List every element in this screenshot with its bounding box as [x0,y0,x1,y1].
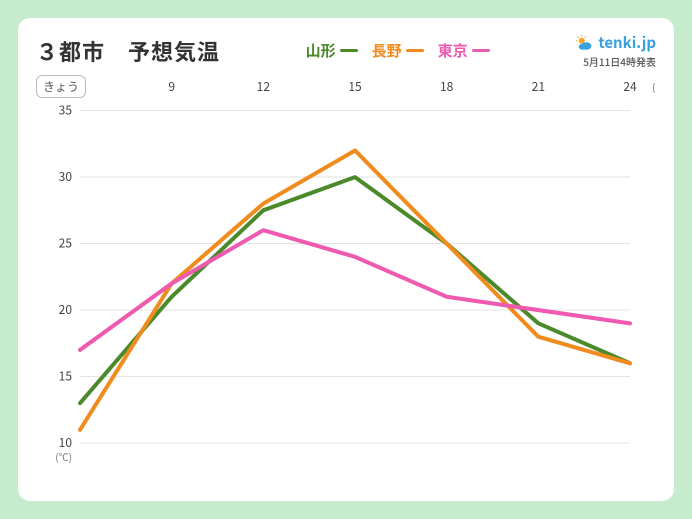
chart-card: ３都市 予想気温 山形 長野 東京 [18,18,674,501]
y-tick-label: 25 [59,235,73,252]
legend-swatch [406,49,424,52]
legend-item-nagano: 長野 [372,40,424,61]
y-tick-label: 30 [59,168,73,185]
today-badge: きょう [36,75,86,98]
legend-item-tokyo: 東京 [438,40,490,61]
brand-row: tenki.jp [575,32,656,53]
line-chart-svg: 101520253035(℃)691215182124(時) [36,75,656,500]
issued-time: 5月11日4時発表 [583,54,656,69]
sun-cloud-icon [575,34,593,52]
legend: 山形 長野 東京 [306,40,490,61]
x-tick-label: 12 [257,78,271,95]
x-tick-label: 15 [348,78,362,95]
legend-label: 山形 [306,40,336,61]
legend-item-yamagata: 山形 [306,40,358,61]
plot-area: きょう 101520253035(℃)691215182124(時) [36,75,656,500]
legend-label: 長野 [372,40,402,61]
legend-swatch [472,49,490,52]
x-tick-label: 9 [168,78,175,95]
x-unit-label: (時) [652,79,656,94]
header: ３都市 予想気温 山形 長野 東京 [36,32,656,69]
chart-title: ３都市 予想気温 [36,35,220,67]
x-tick-label: 18 [440,78,454,95]
brand-text: tenki.jp [598,32,656,53]
y-tick-label: 20 [59,301,73,318]
series-東京 [80,230,630,350]
legend-label: 東京 [438,40,468,61]
x-tick-label: 21 [532,78,545,95]
x-tick-label: 24 [623,78,637,95]
y-tick-label: 15 [59,368,73,385]
y-tick-label: 35 [59,102,73,119]
brand: tenki.jp 5月11日4時発表 [575,32,656,69]
legend-swatch [340,49,358,52]
y-unit-label: (℃) [55,449,72,464]
